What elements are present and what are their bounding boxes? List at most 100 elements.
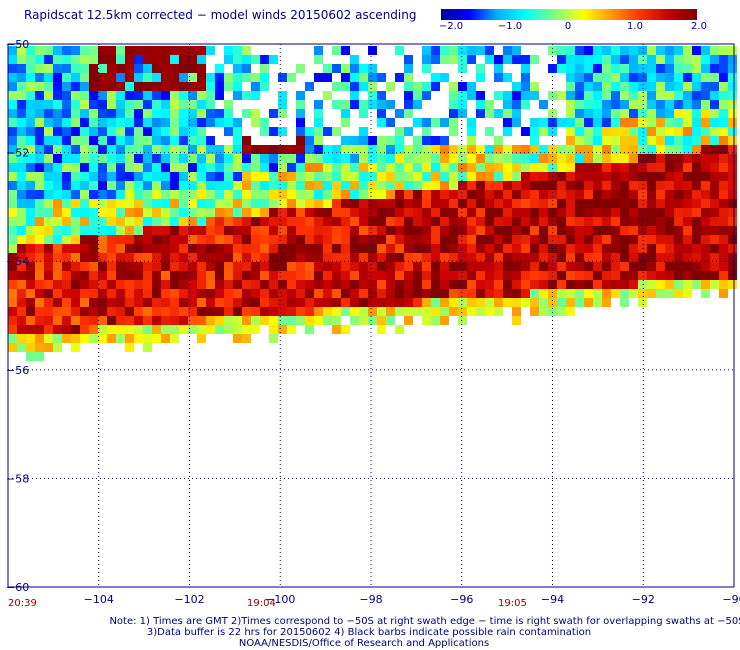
wind-difference-cell — [125, 118, 134, 127]
wind-difference-cell — [323, 199, 332, 208]
wind-difference-cell — [692, 163, 701, 172]
wind-difference-cell — [287, 244, 296, 253]
wind-difference-cell — [8, 316, 17, 325]
wind-difference-cell — [395, 127, 404, 136]
wind-difference-cell — [656, 226, 665, 235]
wind-difference-cell — [134, 118, 143, 127]
wind-difference-cell — [449, 91, 458, 100]
wind-difference-cell — [386, 307, 395, 316]
wind-difference-cell — [8, 64, 17, 73]
wind-difference-cell — [170, 181, 179, 190]
wind-difference-cell — [44, 55, 53, 64]
wind-difference-cell — [233, 316, 242, 325]
wind-difference-cell — [179, 226, 188, 235]
wind-difference-cell — [494, 181, 503, 190]
latitude-tick-label: −54 — [6, 255, 29, 268]
wind-difference-cell — [566, 253, 575, 262]
wind-difference-cell — [305, 82, 314, 91]
wind-difference-cell — [53, 64, 62, 73]
wind-difference-cell — [17, 235, 26, 244]
wind-difference-cell — [197, 190, 206, 199]
wind-difference-cell — [602, 262, 611, 271]
wind-difference-cell — [458, 199, 467, 208]
wind-difference-cell — [710, 271, 719, 280]
wind-difference-cell — [161, 334, 170, 343]
wind-difference-cell — [242, 91, 251, 100]
wind-difference-cell — [305, 217, 314, 226]
wind-difference-cell — [359, 316, 368, 325]
wind-difference-cell — [170, 235, 179, 244]
wind-difference-cell — [323, 172, 332, 181]
wind-difference-cell — [422, 127, 431, 136]
wind-difference-cell — [305, 190, 314, 199]
wind-difference-cell — [62, 253, 71, 262]
wind-difference-cell — [692, 235, 701, 244]
wind-difference-cell — [674, 244, 683, 253]
wind-difference-cell — [503, 208, 512, 217]
wind-difference-cell — [62, 55, 71, 64]
wind-difference-cell — [575, 136, 584, 145]
wind-difference-cell — [404, 226, 413, 235]
wind-difference-cell — [638, 145, 647, 154]
wind-difference-cell — [692, 46, 701, 55]
wind-difference-cell — [431, 307, 440, 316]
wind-difference-cell — [512, 280, 521, 289]
wind-difference-cell — [125, 235, 134, 244]
wind-difference-cell — [458, 316, 467, 325]
wind-difference-cell — [440, 289, 449, 298]
wind-difference-cell — [278, 289, 287, 298]
wind-difference-cell — [197, 307, 206, 316]
wind-difference-cell — [476, 289, 485, 298]
wind-difference-cell — [170, 136, 179, 145]
wind-difference-cell — [143, 343, 152, 352]
wind-difference-cell — [728, 127, 737, 136]
wind-difference-cell — [8, 226, 17, 235]
wind-difference-cell — [332, 154, 341, 163]
wind-difference-cell — [53, 91, 62, 100]
wind-difference-cell — [512, 118, 521, 127]
wind-difference-cell — [161, 262, 170, 271]
wind-difference-cell — [71, 172, 80, 181]
wind-difference-cell — [602, 190, 611, 199]
wind-difference-cell — [710, 100, 719, 109]
wind-difference-cell — [530, 226, 539, 235]
wind-difference-cell — [8, 280, 17, 289]
wind-difference-cell — [161, 55, 170, 64]
wind-difference-cell — [188, 109, 197, 118]
wind-difference-cell — [179, 289, 188, 298]
wind-difference-cell — [188, 73, 197, 82]
wind-difference-cell — [224, 289, 233, 298]
wind-difference-cell — [467, 55, 476, 64]
wind-difference-cell — [143, 118, 152, 127]
wind-difference-cell — [188, 127, 197, 136]
wind-difference-cell — [269, 154, 278, 163]
wind-difference-cell — [161, 217, 170, 226]
wind-difference-cell — [557, 253, 566, 262]
wind-difference-cell — [620, 64, 629, 73]
wind-difference-cell — [314, 46, 323, 55]
wind-difference-cell — [179, 118, 188, 127]
wind-difference-cell — [647, 244, 656, 253]
wind-difference-cell — [368, 46, 377, 55]
wind-difference-cell — [476, 271, 485, 280]
wind-difference-cell — [134, 163, 143, 172]
wind-difference-cell — [512, 172, 521, 181]
wind-difference-cell — [197, 64, 206, 73]
wind-difference-cell — [368, 280, 377, 289]
wind-difference-cell — [539, 289, 548, 298]
wind-difference-cell — [134, 145, 143, 154]
wind-difference-cell — [377, 271, 386, 280]
wind-difference-cell — [107, 100, 116, 109]
wind-difference-cell — [323, 217, 332, 226]
wind-difference-cell — [17, 100, 26, 109]
wind-difference-cell — [359, 199, 368, 208]
wind-difference-cell — [278, 100, 287, 109]
wind-difference-cell — [44, 262, 53, 271]
wind-difference-cell — [728, 154, 737, 163]
wind-difference-cell — [503, 181, 512, 190]
wind-difference-cell — [152, 325, 161, 334]
wind-difference-cell — [278, 163, 287, 172]
wind-difference-cell — [71, 289, 80, 298]
wind-difference-cell — [467, 307, 476, 316]
wind-difference-cell — [71, 118, 80, 127]
